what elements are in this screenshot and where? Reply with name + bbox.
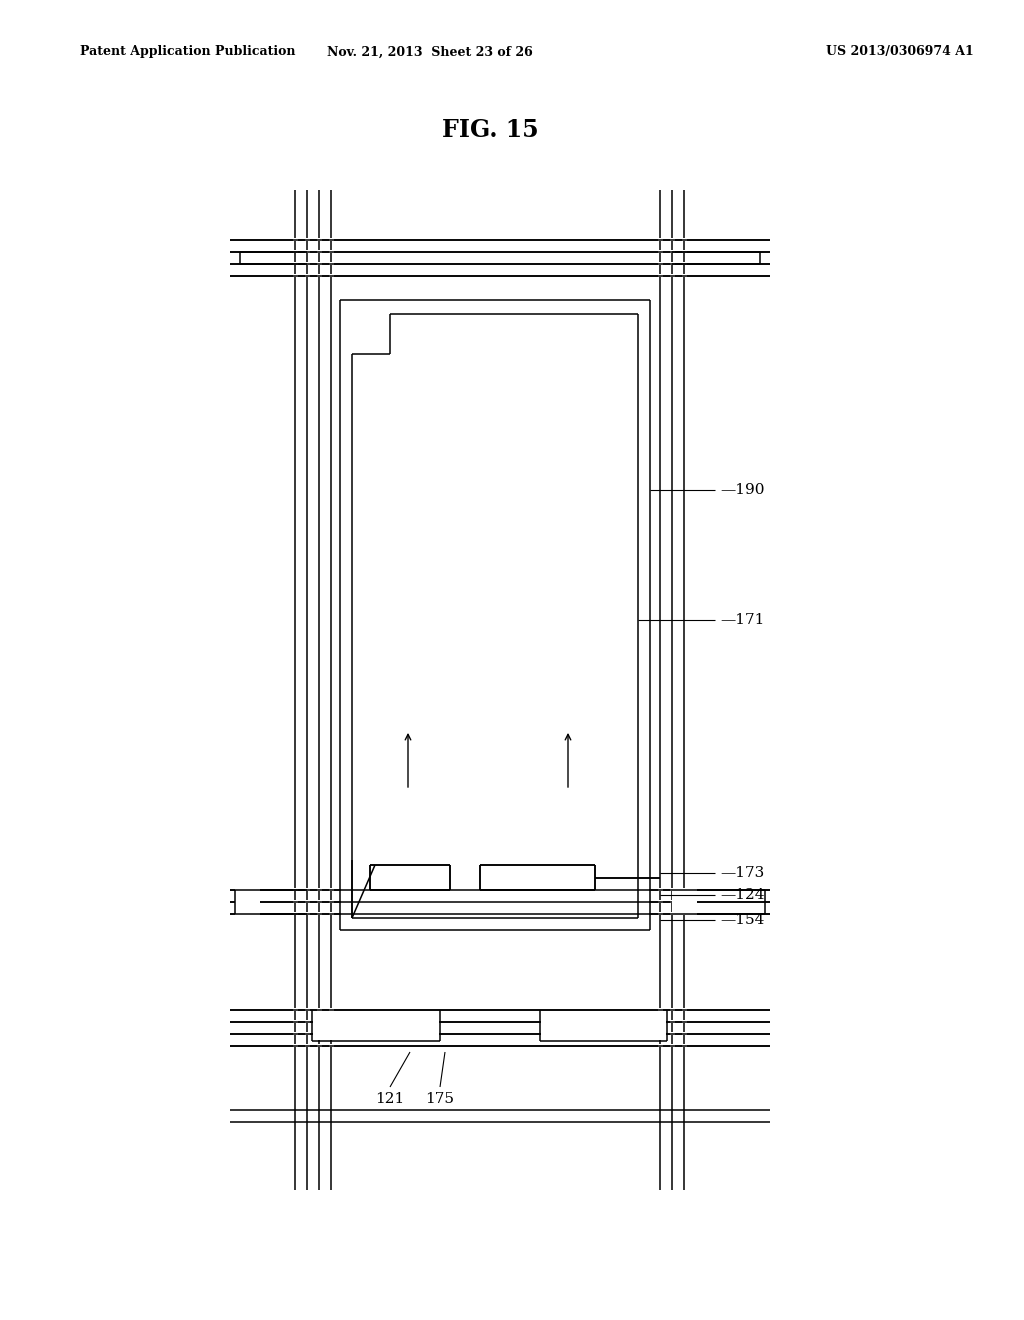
Bar [658,261,663,265]
Bar [313,1011,439,1040]
Text: —190: —190 [720,483,765,498]
Text: Nov. 21, 2013  Sheet 23 of 26: Nov. 21, 2013 Sheet 23 of 26 [327,45,532,58]
Text: —173: —173 [720,866,764,880]
Bar [670,912,675,915]
Bar [317,1032,322,1035]
Bar [670,1020,675,1023]
Bar [305,1020,310,1023]
Bar [317,900,322,903]
Bar [658,900,663,903]
Text: —124: —124 [720,888,765,902]
Bar [317,249,322,253]
Text: XVI: XVI [385,706,413,719]
Bar [682,1008,687,1011]
Bar [329,1008,334,1011]
Text: 121: 121 [376,1092,404,1106]
Bar [658,1044,663,1047]
Bar [317,1044,322,1047]
Bar [329,1044,334,1047]
Bar [293,900,298,903]
Bar [481,866,594,888]
Bar [670,238,675,242]
Bar [317,1020,322,1023]
Bar [658,238,663,242]
Bar [329,900,334,903]
Bar [670,275,675,277]
Bar [317,912,322,915]
Bar [293,261,298,265]
Bar [670,1032,675,1035]
Bar [670,261,675,265]
Bar [305,1032,310,1035]
Bar [329,912,334,915]
Bar [658,1008,663,1011]
Bar [658,888,663,891]
Bar [670,249,675,253]
Bar [682,1044,687,1047]
Bar [682,275,687,277]
Bar [305,1044,310,1047]
Bar [658,275,663,277]
Text: —154: —154 [720,913,764,927]
Bar [317,261,322,265]
Bar [305,1008,310,1011]
Bar [329,249,334,253]
Bar [305,275,310,277]
Bar [293,275,298,277]
Bar [658,912,663,915]
Bar [329,275,334,277]
Bar [670,1008,675,1011]
Bar [682,912,687,915]
Bar [317,238,322,242]
Bar [672,888,697,915]
Bar [682,888,687,891]
Text: 175: 175 [426,1092,455,1106]
Bar [682,238,687,242]
Bar [305,912,310,915]
Bar [317,275,322,277]
Bar [305,261,310,265]
Bar [293,1044,298,1047]
Bar [305,888,310,891]
Bar [682,1020,687,1023]
Bar [682,249,687,253]
Text: Patent Application Publication: Patent Application Publication [80,45,296,58]
Bar [658,1020,663,1023]
Bar [670,888,675,891]
Bar [329,1032,334,1035]
Bar [329,888,334,891]
Bar [317,1008,322,1011]
Bar [329,1020,334,1023]
Bar [293,238,298,242]
Bar [670,900,675,903]
Text: —171: —171 [720,612,764,627]
Bar [371,866,449,888]
Bar [682,1032,687,1035]
Bar [317,888,322,891]
Bar [305,238,310,242]
Bar [234,888,260,915]
Bar [658,1032,663,1035]
Bar [670,1044,675,1047]
Bar [293,249,298,253]
Bar [329,261,334,265]
Bar [293,1008,298,1011]
Bar [658,249,663,253]
Bar [682,900,687,903]
Bar [293,912,298,915]
Text: FIG. 15: FIG. 15 [441,117,539,143]
Bar [305,249,310,253]
Bar [341,301,649,929]
Bar [329,238,334,242]
Bar [293,1020,298,1023]
Text: XVI: XVI [570,706,598,719]
Bar [305,900,310,903]
Bar [293,888,298,891]
Text: US 2013/0306974 A1: US 2013/0306974 A1 [826,45,974,58]
Bar [682,261,687,265]
Bar [541,1011,666,1040]
Bar [293,1032,298,1035]
